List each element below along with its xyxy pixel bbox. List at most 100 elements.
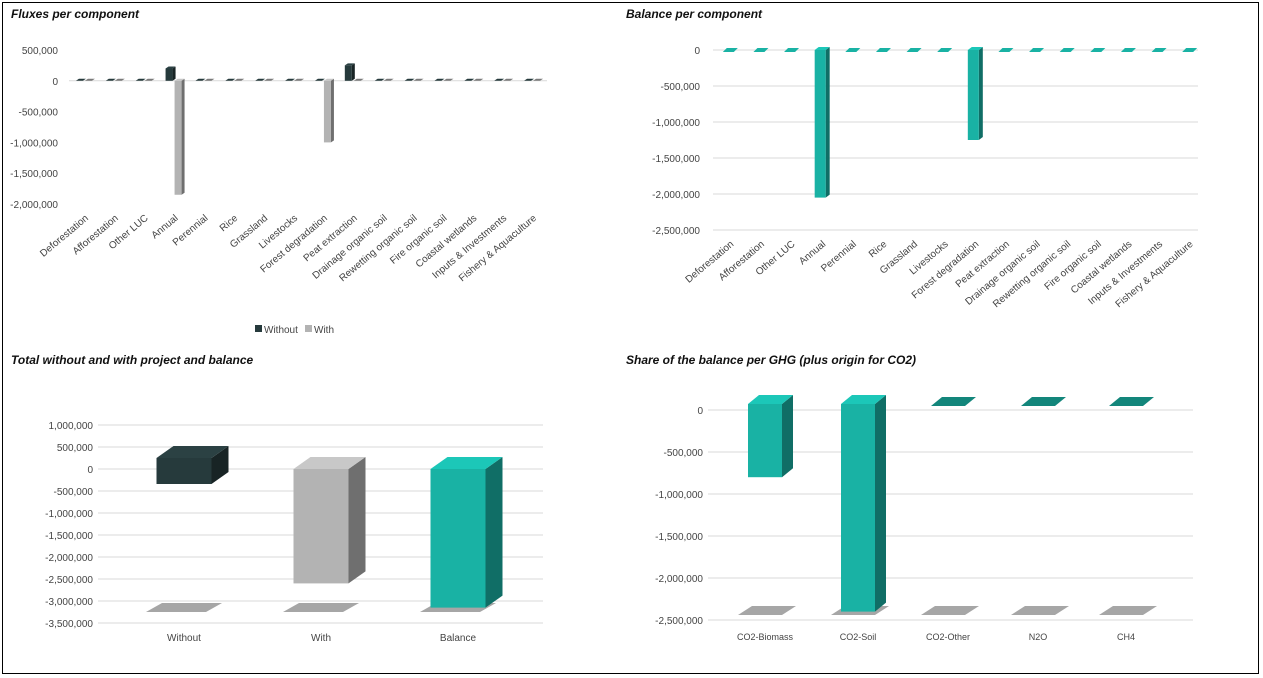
- chart-balance-per-component: 0 -500,000 -1,000,000 -1,500,000 -2,000,000 -…: [652, 46, 1198, 310]
- bar-balance: [1182, 48, 1198, 52]
- bar-balance: [845, 48, 861, 52]
- bar-without: [524, 78, 535, 81]
- y-tick-label: -2,000,000: [655, 574, 703, 585]
- y-tick-label: -1,500,000: [10, 169, 58, 180]
- y-tick-label: -500,000: [54, 487, 94, 498]
- bar-with: [144, 78, 155, 81]
- bar-balance: [1059, 48, 1075, 52]
- y-tick-label: -2,500,000: [45, 575, 93, 586]
- y-tick-label: -500,000: [664, 448, 704, 459]
- bar-balance: [722, 48, 738, 52]
- bar-balance: [1151, 48, 1167, 52]
- bar-ghg: [931, 397, 976, 406]
- bar-balance: [1120, 48, 1136, 52]
- y-tick-label: -500,000: [19, 108, 59, 119]
- y-tick-label: 1,000,000: [49, 421, 94, 432]
- panel-balance: Balance per component 0 -500,000 -1,000,00…: [618, 7, 1258, 342]
- x-category-label: Without: [167, 633, 201, 644]
- bar-without: [135, 78, 146, 81]
- bar-balance: [753, 48, 769, 52]
- legend-label-with: With: [314, 325, 334, 336]
- bar-with: [84, 78, 95, 81]
- bar-with: [114, 78, 125, 81]
- bar-with: [264, 78, 275, 81]
- floor-base: [1011, 606, 1069, 615]
- bar-without: [434, 78, 445, 81]
- y-tick-label: -1,000,000: [652, 118, 700, 129]
- panel-fluxes: Fluxes per component 500,000 0 -500,000 -1,…: [3, 7, 603, 342]
- bar-balance: [814, 47, 830, 198]
- y-tick-label: -1,000,000: [45, 509, 93, 520]
- bar-with: [353, 78, 364, 81]
- chart-share-per-ghg: 0 -500,000 -1,000,000 -1,500,000 -2,000,000 -…: [655, 395, 1193, 642]
- bar-without: [285, 78, 296, 81]
- y-tick-label: 500,000: [22, 46, 59, 57]
- chart-total-without-with-balance: 1,000,000 500,000 0 -500,000 -1,000,000 -1,50…: [45, 421, 543, 644]
- y-tick-label: -1,500,000: [652, 154, 700, 165]
- bar-without: [105, 78, 116, 81]
- bar-balance: [998, 48, 1014, 52]
- y-tick-label: -1,500,000: [655, 532, 703, 543]
- bar-without: [225, 78, 236, 81]
- bar-without: [255, 78, 266, 81]
- chart-title: Balance per component: [626, 7, 763, 21]
- bar-balance: [875, 48, 891, 52]
- y-tick-label: 500,000: [57, 443, 94, 454]
- floor-base: [738, 606, 796, 615]
- x-category-label: Rice: [867, 239, 890, 261]
- y-tick-label: -2,500,000: [655, 616, 703, 627]
- y-tick-label: -2,000,000: [45, 553, 93, 564]
- chart-title: Total without and with project and balan…: [11, 353, 254, 367]
- y-tick-label: 0: [697, 406, 703, 417]
- floor-base: [283, 603, 359, 612]
- legend-swatch-without: [255, 325, 262, 332]
- bar-balance: [784, 48, 800, 52]
- bar-with: [413, 78, 424, 81]
- bar-without: [314, 78, 325, 81]
- x-category-label: CO2-Biomass: [737, 632, 794, 642]
- bar-with: [473, 78, 484, 81]
- x-category-label: CH4: [1117, 632, 1135, 642]
- chart-title: Share of the balance per GHG (plus origi…: [626, 353, 917, 367]
- floor-base: [1099, 606, 1157, 615]
- floor-base: [146, 603, 222, 612]
- bar-without: [374, 78, 385, 81]
- legend-swatch-with: [305, 325, 312, 332]
- bar-with: [323, 78, 334, 143]
- bar-ghg: [1021, 397, 1066, 406]
- x-category-label: CO2-Other: [926, 632, 970, 642]
- chart-fluxes-per-component: 500,000 0 -500,000 -1,000,000 -1,500,000 -2,0…: [10, 46, 547, 336]
- bar-balance: [1029, 48, 1045, 52]
- bar-with-total: [293, 457, 366, 584]
- x-category-label: With: [311, 633, 331, 644]
- y-tick-label: -3,000,000: [45, 597, 93, 608]
- panel-ghg-share: Share of the balance per GHG (plus origi…: [618, 353, 1258, 671]
- panel-totals: Total without and with project and balan…: [3, 353, 603, 671]
- bar-balance-total: [430, 457, 503, 608]
- y-tick-label: -2,000,000: [652, 190, 700, 201]
- bar-with: [443, 78, 454, 81]
- legend-label-without: Without: [264, 325, 298, 336]
- floor-base: [921, 606, 979, 615]
- x-category-label: Balance: [440, 633, 477, 644]
- y-tick-label: -1,500,000: [45, 531, 93, 542]
- y-tick-label: -500,000: [661, 82, 701, 93]
- y-tick-label: -3,500,000: [45, 619, 93, 630]
- bar-without: [344, 63, 355, 81]
- y-tick-label: -1,000,000: [10, 138, 58, 149]
- bar-without: [165, 66, 176, 81]
- bar-balance: [937, 48, 953, 52]
- bar-with: [204, 78, 215, 81]
- x-category-label: CO2-Soil: [840, 632, 877, 642]
- bar-without: [75, 78, 86, 81]
- bar-balance: [1090, 48, 1106, 52]
- bar-without: [464, 78, 475, 81]
- bar-without-total: [156, 446, 229, 484]
- y-tick-label: 0: [87, 465, 93, 476]
- bar-with: [174, 78, 185, 195]
- bar-without: [404, 78, 415, 81]
- bar-without: [494, 78, 505, 81]
- y-tick-label: -1,000,000: [655, 490, 703, 501]
- y-tick-label: -2,500,000: [652, 226, 700, 237]
